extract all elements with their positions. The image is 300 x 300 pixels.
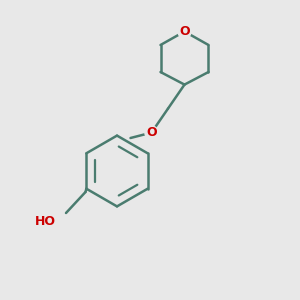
Circle shape [45,211,66,232]
Text: O: O [146,126,157,139]
Text: HO: HO [34,215,56,228]
Circle shape [178,25,191,38]
Circle shape [145,126,158,139]
Text: O: O [179,25,190,38]
